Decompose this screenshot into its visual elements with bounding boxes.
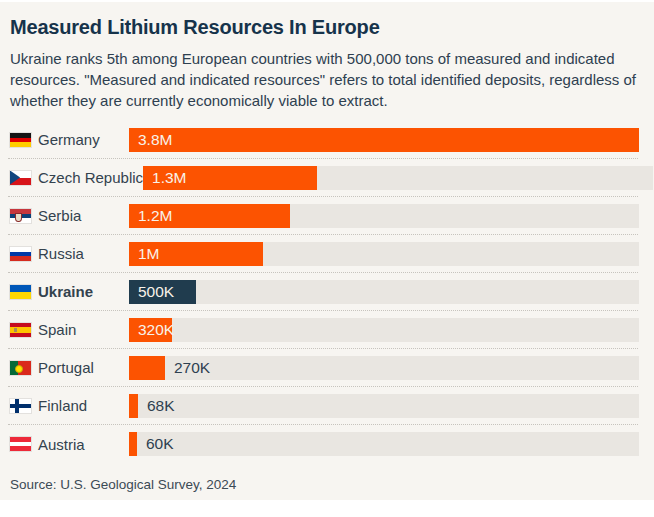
ukraine-flag-icon: [10, 285, 31, 299]
chart-row: Russia 1M: [8, 235, 638, 273]
spain-flag-icon: [10, 323, 31, 337]
austria-flag-icon: [10, 437, 31, 451]
value-label: 1.2M: [138, 207, 172, 225]
bar-chart: Germany 3.8M Czech Republic 1.3M Serbia 1.2M R…: [8, 121, 638, 463]
chart-row: Ukraine 500K: [8, 273, 638, 311]
value-label: 1M: [138, 245, 160, 263]
value-label: 500K: [138, 283, 174, 301]
country-label: Ukraine: [38, 283, 129, 300]
bar-track: 320K: [129, 318, 639, 342]
chart-row: Spain 320K: [8, 311, 638, 349]
chart-subtitle: Ukraine ranks 5th among European countri…: [10, 48, 638, 111]
country-label: Czech Republic: [38, 169, 143, 186]
chart-title: Measured Lithium Resources In Europe: [10, 16, 644, 39]
bar-finland: [129, 394, 138, 418]
bar-portugal: [129, 356, 165, 380]
source-note: Source: U.S. Geological Survey, 2024: [10, 477, 644, 492]
country-label: Spain: [38, 321, 129, 338]
country-label: Serbia: [38, 207, 129, 224]
value-label: 320K: [138, 321, 174, 339]
bar-track: 1.3M: [143, 166, 653, 190]
chart-row: Germany 3.8M: [8, 121, 638, 159]
chart-row: Austria 60K: [8, 425, 638, 463]
bar-austria: [129, 432, 137, 456]
bar-track: 1M: [129, 242, 639, 266]
country-label: Germany: [38, 131, 129, 148]
chart-card: Measured Lithium Resources In Europe Ukr…: [0, 2, 654, 500]
value-label: 68K: [147, 397, 175, 415]
value-label: 60K: [146, 435, 174, 453]
bar-germany: [129, 128, 639, 152]
portugal-flag-icon: [10, 361, 31, 375]
chart-row: Portugal 270K: [8, 349, 638, 387]
chart-row: Czech Republic 1.3M: [8, 159, 638, 197]
finland-flag-icon: [10, 399, 31, 413]
czech-republic-flag-icon: [10, 171, 31, 185]
bar-track: 3.8M: [129, 128, 639, 152]
value-label: 3.8M: [138, 131, 172, 149]
chart-row: Finland 68K: [8, 387, 638, 425]
country-label: Portugal: [38, 359, 129, 376]
serbia-flag-icon: [10, 209, 31, 223]
country-label: Finland: [38, 397, 129, 414]
value-label: 1.3M: [152, 169, 186, 187]
bar-track: 60K: [129, 432, 639, 456]
germany-flag-icon: [10, 133, 31, 147]
bar-track: 270K: [129, 356, 639, 380]
country-label: Austria: [38, 436, 129, 453]
russia-flag-icon: [10, 247, 31, 261]
bar-track: 1.2M: [129, 204, 639, 228]
chart-row: Serbia 1.2M: [8, 197, 638, 235]
bar-track: 68K: [129, 394, 639, 418]
value-label: 270K: [174, 359, 210, 377]
country-label: Russia: [38, 245, 129, 262]
bar-track: 500K: [129, 280, 639, 304]
